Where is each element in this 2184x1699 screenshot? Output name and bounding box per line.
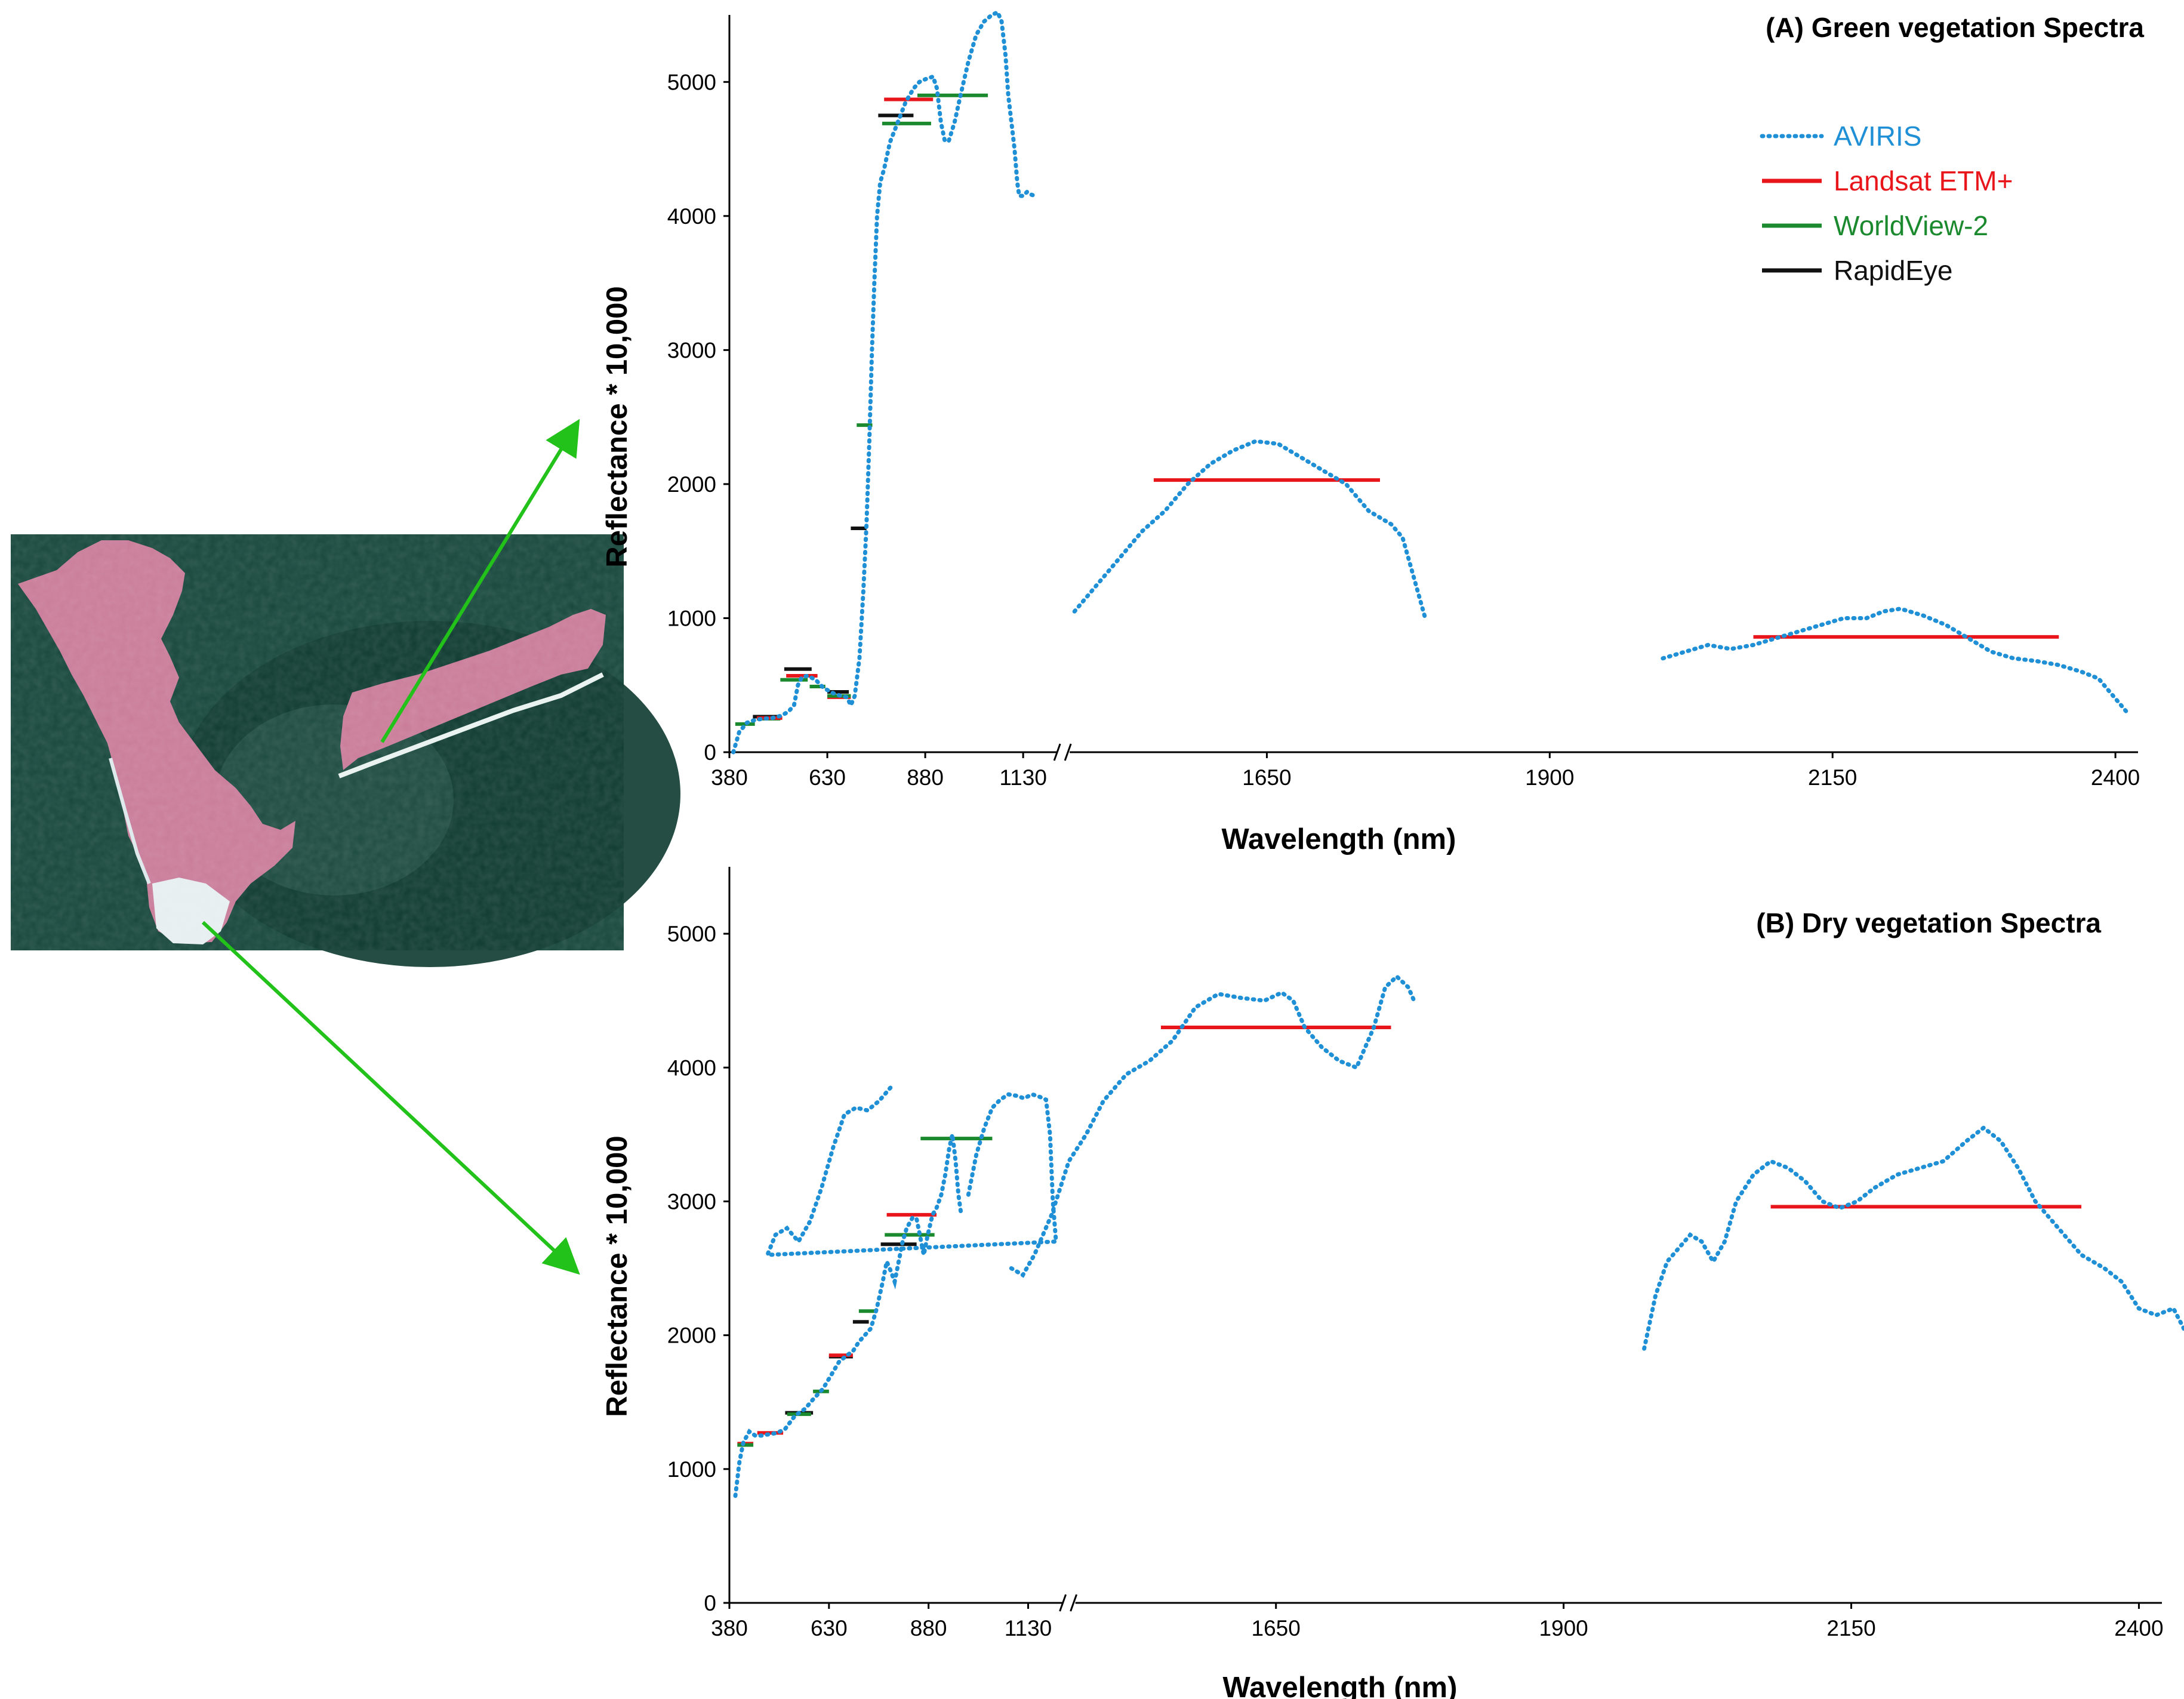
aviris-line-segment xyxy=(731,9,1037,755)
y-tick-label: 0 xyxy=(704,740,716,765)
x-tick-label: 380 xyxy=(711,1616,748,1640)
chart-green-vegetation: (A) Green vegetation Spectra Reflectance… xyxy=(601,9,2144,855)
axis-break-mark xyxy=(1053,743,1072,761)
aviris-line-segment xyxy=(733,1134,963,1498)
y-axis-label: Reflectance * 10,000 xyxy=(601,286,633,567)
aviris-series xyxy=(731,9,2129,755)
chart-title: (B) Dry vegetation Spectra xyxy=(1756,907,2101,938)
legend-label-aviris: AVIRIS xyxy=(1834,121,1921,152)
aviris-series xyxy=(733,974,2184,1498)
x-tick-label: 1650 xyxy=(1252,1616,1301,1640)
x-tick-label: 2150 xyxy=(1808,765,1857,790)
axis-break-mark xyxy=(1059,1594,1078,1612)
axes: 0 1000 2000 3000 4000 5000 380 630 880 1130 1650 19… xyxy=(667,15,2140,790)
y-tick-label: 4000 xyxy=(667,1055,716,1080)
x-tick-label: 380 xyxy=(711,765,748,790)
y-tick-label: 5000 xyxy=(667,922,716,946)
x-tick-label: 1650 xyxy=(1242,765,1291,790)
aviris-line-segment xyxy=(764,1085,1058,1257)
x-axis-label: Wavelength (nm) xyxy=(1222,823,1456,855)
x-axis-label: Wavelength (nm) xyxy=(1223,1672,1458,1699)
satellite-map-image xyxy=(11,534,680,967)
x-tick-label: 2400 xyxy=(2091,765,2140,790)
legend-label-rapideye: RapidEye xyxy=(1834,255,1952,286)
chart-title: (A) Green vegetation Spectra xyxy=(1766,12,2144,43)
y-tick-label: 4000 xyxy=(667,204,716,229)
aviris-line-segment xyxy=(1009,974,1416,1278)
x-tick-label: 2400 xyxy=(2114,1616,2163,1640)
axes: 0 1000 2000 3000 4000 5000 380 630 880 1130 1650 19… xyxy=(667,867,2164,1640)
y-tick-label: 3000 xyxy=(667,1189,716,1214)
y-tick-label: 1000 xyxy=(667,606,716,630)
legend-label-landsat: Landsat ETM+ xyxy=(1834,165,2013,196)
x-tick-label: 1130 xyxy=(999,765,1047,790)
y-tick-label: 5000 xyxy=(667,70,716,94)
x-tick-label: 880 xyxy=(907,765,944,790)
sensor-bands xyxy=(737,1026,2082,1447)
y-tick-label: 2000 xyxy=(667,472,716,497)
x-tick-label: 1130 xyxy=(1005,1616,1052,1640)
chart-dry-vegetation: (B) Dry vegetation Spectra Reflectance *… xyxy=(601,867,2184,1699)
x-tick-label: 880 xyxy=(910,1616,947,1640)
x-tick-label: 1900 xyxy=(1525,765,1574,790)
x-tick-label: 630 xyxy=(811,1616,848,1640)
aviris-line-segment xyxy=(1661,607,2129,715)
legend: AVIRIS Landsat ETM+ WorldView-2 RapidEye xyxy=(1760,121,2013,286)
aviris-line-segment xyxy=(1072,439,1428,620)
legend-label-worldview: WorldView-2 xyxy=(1834,210,1988,241)
arrow-to-dry-vegetation xyxy=(201,921,580,1275)
x-tick-label: 1900 xyxy=(1539,1616,1588,1640)
y-tick-label: 2000 xyxy=(667,1324,716,1348)
x-tick-label: 630 xyxy=(809,765,846,790)
y-tick-label: 1000 xyxy=(667,1457,716,1482)
arrow-to-green-vegetation xyxy=(380,418,580,743)
y-tick-label: 3000 xyxy=(667,338,716,362)
x-tick-label: 2150 xyxy=(1826,1616,1875,1640)
y-tick-label: 0 xyxy=(704,1591,716,1615)
y-axis-label: Reflectance * 10,000 xyxy=(601,1135,633,1417)
aviris-line-segment xyxy=(1642,1125,2184,1351)
